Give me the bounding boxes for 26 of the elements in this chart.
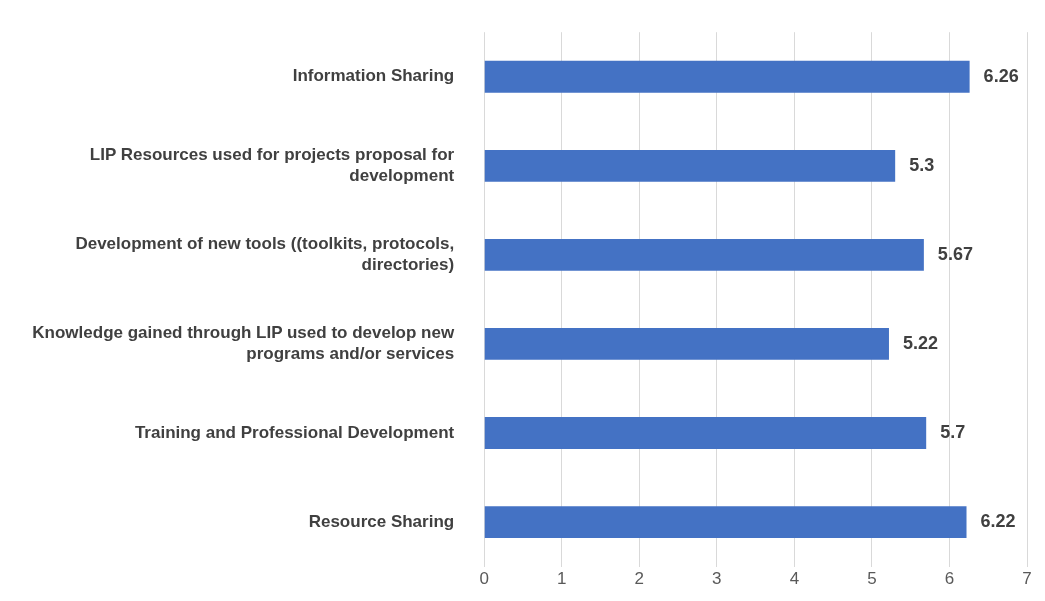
data-label: 6.22 (980, 511, 1016, 532)
y-tick-label: Development of new tools ((toolkits, protocols, directories) (75, 234, 455, 274)
y-tick-label: Training and Professional Development (134, 422, 455, 442)
x-tick-label: 6 (944, 569, 955, 589)
data-label: 5.3 (909, 154, 935, 175)
data-label: 5.67 (937, 243, 973, 264)
x-tick-label: 4 (789, 569, 800, 589)
x-tick-label: 2 (634, 569, 645, 589)
x-tick-label: 0 (479, 569, 489, 589)
x-tick-label: 5 (867, 569, 877, 589)
y-tick-label: Knowledge gained through LIP used to develop new programs and/or services (32, 323, 455, 363)
bar (484, 328, 889, 360)
bar (484, 149, 896, 182)
bar (484, 506, 967, 538)
data-label: 5.7 (940, 421, 966, 442)
y-tick-label: Information Sharing (292, 66, 455, 86)
data-label: 5.22 (902, 332, 939, 353)
x-tick-label: 7 (1022, 569, 1032, 589)
bar (484, 417, 927, 449)
y-tick-label: Resource Sharing (308, 511, 455, 531)
bar (484, 60, 970, 93)
y-tick-label: LIP Resources used for projects proposal for development (89, 145, 455, 185)
bar (484, 238, 924, 271)
x-tick-label: 3 (712, 569, 722, 589)
data-label: 6.26 (983, 65, 1019, 86)
x-tick-label: 1 (557, 569, 567, 589)
